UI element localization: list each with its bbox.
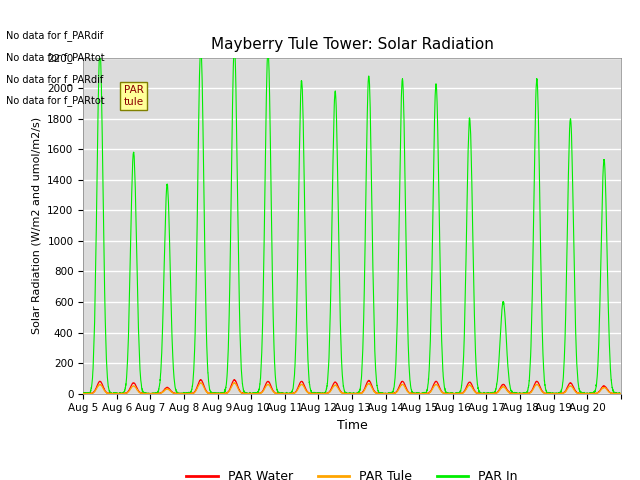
Title: Mayberry Tule Tower: Solar Radiation: Mayberry Tule Tower: Solar Radiation: [211, 37, 493, 52]
Text: PAR
tule: PAR tule: [124, 85, 143, 107]
Y-axis label: Solar Radiation (W/m2 and umol/m2/s): Solar Radiation (W/m2 and umol/m2/s): [31, 117, 42, 334]
X-axis label: Time: Time: [337, 419, 367, 432]
Legend: PAR Water, PAR Tule, PAR In: PAR Water, PAR Tule, PAR In: [181, 465, 523, 480]
Text: No data for f_PARdif: No data for f_PARdif: [6, 73, 104, 84]
Text: No data for f_PARtot: No data for f_PARtot: [6, 52, 105, 63]
Text: No data for f_PARtot: No data for f_PARtot: [6, 95, 105, 106]
Text: No data for f_PARdif: No data for f_PARdif: [6, 30, 104, 41]
